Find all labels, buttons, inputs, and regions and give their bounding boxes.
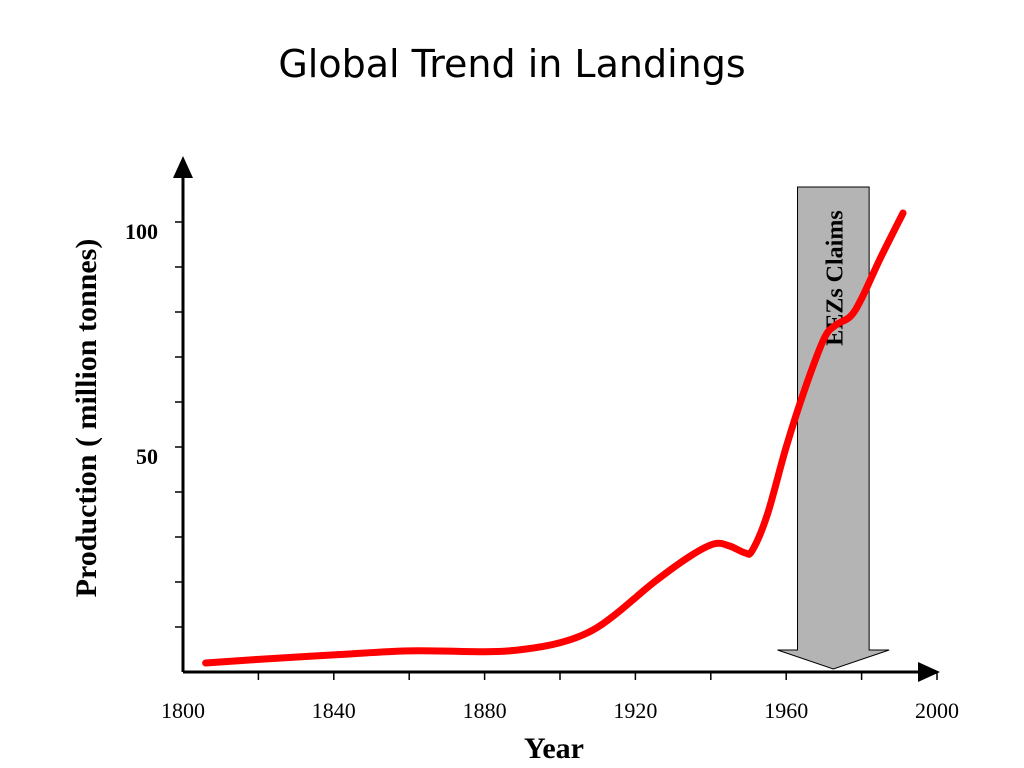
x-tick-label: 1880 [463,698,507,723]
x-axis-title: Year [524,732,584,765]
x-tick-label: 1840 [312,698,356,723]
x-tick-label: 1800 [161,698,205,723]
eez-claims-arrow [777,186,890,670]
y-axis-title: Production ( million tonnes) [70,239,103,598]
y-tick-label: 50 [136,444,158,469]
series-layer [202,209,907,667]
axes-layer [173,156,940,682]
y-tick-label: 100 [125,219,158,244]
x-tick-label: 1960 [764,698,808,723]
ticks-layer: 1800 1840 1880 1920 1960 2000 50 100 [125,219,959,723]
chart-title: Global Trend in Landings [278,42,746,86]
x-tick-label: 2000 [915,698,959,723]
x-tick-label: 1920 [613,698,657,723]
x-axis-arrowhead [918,662,940,682]
y-axis-arrowhead [173,156,193,178]
landings-series-line [202,209,907,667]
